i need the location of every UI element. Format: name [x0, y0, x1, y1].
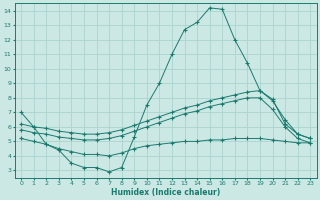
X-axis label: Humidex (Indice chaleur): Humidex (Indice chaleur)	[111, 188, 220, 197]
